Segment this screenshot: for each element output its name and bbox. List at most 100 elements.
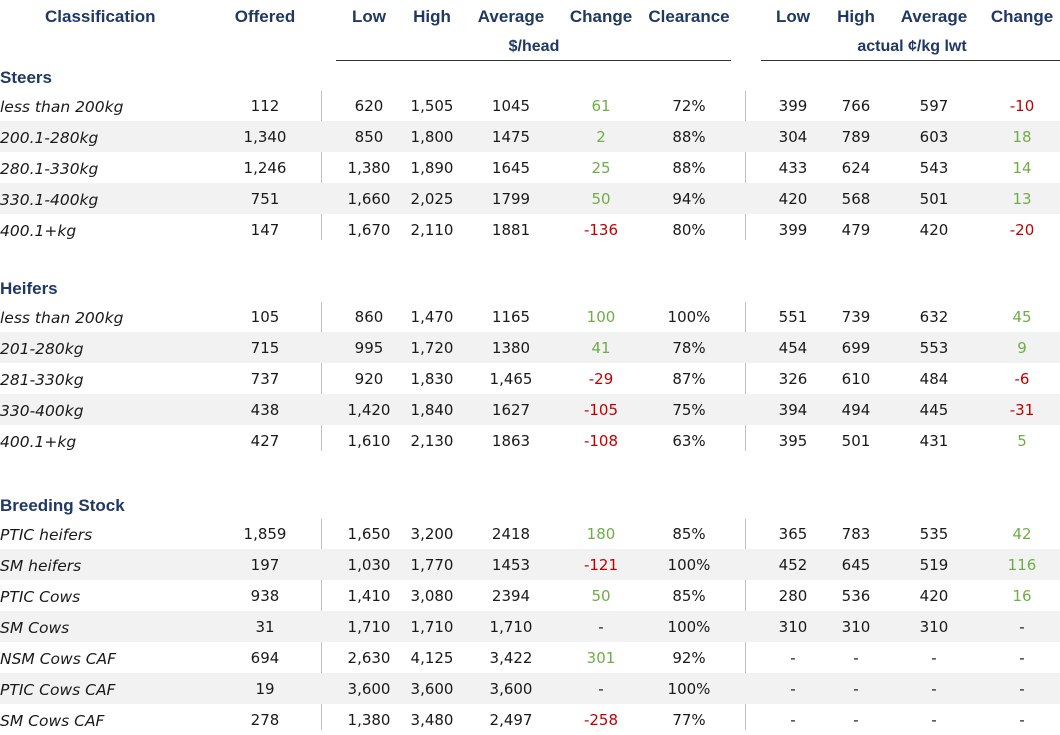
cell-clearance: 87%	[672, 370, 706, 388]
cell-offered: 197	[250, 556, 280, 574]
table-row: 400.1+kg 147 1,670 2,110 1881 -136 80% 399 479 42…	[0, 214, 1060, 245]
cell-change: 25	[591, 159, 611, 177]
cell-high: 1,505	[410, 97, 454, 115]
cell-clearance: 85%	[672, 525, 706, 543]
cell-high-kg: 494	[841, 401, 871, 419]
cell-high: 1,710	[410, 618, 454, 636]
cell-change-kg: 16	[1012, 587, 1032, 605]
cell-offered: 278	[250, 711, 280, 729]
cell-average: 1453	[491, 556, 531, 574]
table-row: PTIC heifers 1,859 1,650 3,200 2418 180 85% 365…	[0, 518, 1060, 549]
cell-clearance: 100%	[667, 556, 711, 574]
cell-high-kg: 501	[841, 432, 871, 450]
header-underline-head	[336, 60, 731, 61]
cell-average: 1380	[491, 339, 531, 357]
row-label: PTIC Cows	[0, 588, 81, 606]
cell-low-kg: 304	[778, 128, 808, 146]
header-change-kg: Change	[990, 7, 1054, 26]
table-row: SM Cows 31 1,710 1,710 1,710 - 100% 310 310 310 -	[0, 611, 1060, 642]
table-row: SM Cows CAF 278 1,380 3,480 2,497 -258 77% - - - -	[0, 704, 1060, 735]
cell-low: 1,670	[347, 221, 391, 239]
cell-average: 1627	[491, 401, 531, 419]
cell-average: 3,422	[489, 649, 533, 667]
cell-change-kg: -	[1019, 711, 1025, 729]
cell-average-kg: 597	[919, 97, 949, 115]
cell-change-kg: 14	[1012, 159, 1032, 177]
cell-average-kg: 519	[919, 556, 949, 574]
column-separator-offered	[321, 302, 322, 451]
cell-change-kg: -31	[1009, 401, 1035, 419]
cell-average-kg: 445	[919, 401, 949, 419]
table-row: PTIC Cows CAF 19 3,600 3,600 3,600 - 100% - - - -	[0, 673, 1060, 704]
cell-offered: 427	[250, 432, 280, 450]
cell-average: 1645	[491, 159, 531, 177]
header-offered: Offered	[234, 7, 296, 26]
table-row: 330-400kg 438 1,420 1,840 1627 -105 75% 394 494 4…	[0, 394, 1060, 425]
cell-high-kg: 624	[841, 159, 871, 177]
cell-high: 1,840	[410, 401, 454, 419]
cell-high-kg: 479	[841, 221, 871, 239]
cell-high-kg: 568	[841, 190, 871, 208]
cell-change-kg: -20	[1009, 221, 1035, 239]
header-change: Change	[569, 7, 633, 26]
cell-average-kg: 310	[919, 618, 949, 636]
cell-change: -108	[583, 432, 619, 450]
cell-high: 1,800	[410, 128, 454, 146]
cell-clearance: 63%	[672, 432, 706, 450]
cell-change-kg: 5	[1017, 432, 1027, 450]
cell-change: 301	[586, 649, 616, 667]
cell-low-kg: 326	[778, 370, 808, 388]
cell-high: 4,125	[410, 649, 454, 667]
cell-high: 1,890	[410, 159, 454, 177]
row-label: SM Cows	[0, 619, 70, 637]
row-label: PTIC Cows CAF	[0, 681, 116, 699]
cell-low-kg: 365	[778, 525, 808, 543]
cell-average-kg: 535	[919, 525, 949, 543]
cell-average: 1863	[491, 432, 531, 450]
cell-clearance: 100%	[667, 308, 711, 326]
cell-low: 1,380	[347, 711, 391, 729]
cell-offered: 715	[250, 339, 280, 357]
cell-change: -258	[583, 711, 619, 729]
cell-average-kg: -	[931, 680, 937, 698]
column-separator-kg	[745, 302, 746, 451]
cell-average: 3,600	[489, 680, 533, 698]
cell-high: 1,720	[410, 339, 454, 357]
row-label: 400.1+kg	[0, 433, 77, 451]
cell-offered: 1,340	[243, 128, 287, 146]
unit-per-head: $/head	[508, 38, 560, 55]
cell-clearance: 78%	[672, 339, 706, 357]
cell-average-kg: 484	[919, 370, 949, 388]
cell-high-kg: -	[853, 649, 859, 667]
cell-change-kg: 18	[1012, 128, 1032, 146]
cell-low-kg: -	[790, 680, 796, 698]
cell-high-kg: 699	[841, 339, 871, 357]
cell-clearance: 100%	[667, 680, 711, 698]
cell-change-kg: -10	[1009, 97, 1035, 115]
cell-high-kg: 783	[841, 525, 871, 543]
cell-high-kg: 739	[841, 308, 871, 326]
row-label: 400.1+kg	[0, 222, 77, 240]
cell-low: 2,630	[347, 649, 391, 667]
cell-low-kg: -	[790, 711, 796, 729]
row-label: PTIC heifers	[0, 526, 93, 544]
cell-change-kg: -	[1019, 618, 1025, 636]
table-row: 330.1-400kg 751 1,660 2,025 1799 50 94% 420 568 5…	[0, 183, 1060, 214]
cell-offered: 112	[250, 97, 280, 115]
cell-low-kg: 394	[778, 401, 808, 419]
cell-change: -	[598, 680, 604, 698]
cell-clearance: 72%	[672, 97, 706, 115]
cell-change: 61	[591, 97, 611, 115]
cell-average: 1799	[491, 190, 531, 208]
cell-clearance: 92%	[672, 649, 706, 667]
row-label: 280.1-330kg	[0, 160, 99, 178]
header-average-kg: Average	[900, 7, 968, 26]
cell-change: 50	[591, 190, 611, 208]
header-average: Average	[477, 7, 545, 26]
table-row: 280.1-330kg 1,246 1,380 1,890 1645 25 88% 433 62…	[0, 152, 1060, 183]
column-separator-kg	[745, 91, 746, 240]
cell-average: 1,710	[489, 618, 533, 636]
cell-offered: 438	[250, 401, 280, 419]
cell-average-kg: 632	[919, 308, 949, 326]
cell-low: 1,610	[347, 432, 391, 450]
